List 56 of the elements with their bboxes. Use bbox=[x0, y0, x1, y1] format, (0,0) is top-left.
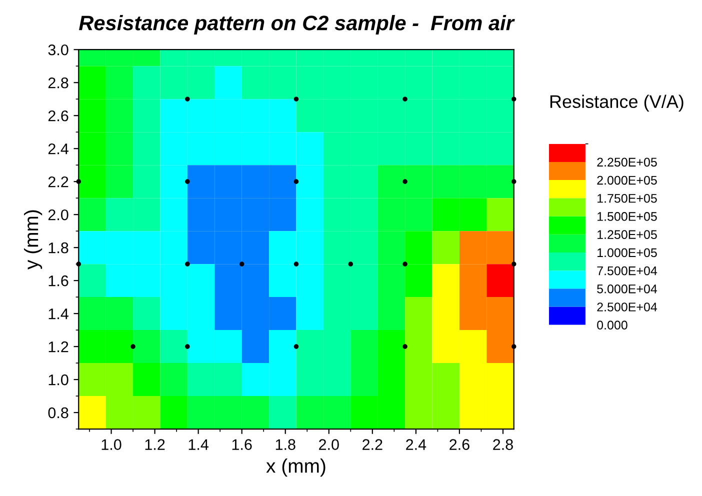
color-bar-title: Resistance (V/A) bbox=[550, 94, 684, 112]
point bbox=[239, 262, 244, 266]
y-tick-label: 2.0 bbox=[48, 209, 68, 220]
point bbox=[294, 344, 299, 349]
color-bar-label: 7.500E+04 bbox=[597, 266, 658, 276]
point bbox=[185, 96, 190, 102]
x-tick-label: 1.2 bbox=[145, 439, 165, 450]
x-tick-label: 2.0 bbox=[319, 439, 339, 450]
point bbox=[511, 344, 516, 349]
color-bar-label: 2.500E+04 bbox=[597, 302, 658, 312]
point bbox=[402, 96, 408, 102]
y-tick-label: 2.6 bbox=[48, 110, 68, 122]
y-tick-label: 3.0 bbox=[48, 44, 68, 56]
x-tick-label: 2.6 bbox=[450, 439, 470, 450]
point bbox=[185, 344, 190, 349]
color-bar-label: 1.750E+05 bbox=[598, 194, 657, 203]
y-tick-label: 1.4 bbox=[48, 308, 68, 320]
color-bar-label: 2.250E+05 bbox=[597, 158, 657, 167]
point bbox=[130, 344, 136, 349]
y-tick-label: 1.6 bbox=[48, 275, 68, 286]
x-tick-label: 1.6 bbox=[232, 439, 252, 450]
x-tick-label: 1.8 bbox=[276, 439, 296, 450]
y-tick-label: 1.0 bbox=[48, 374, 68, 386]
point bbox=[511, 262, 516, 266]
y-tick-label: 2.2 bbox=[48, 176, 68, 188]
color-bar-label: 2.000E+05 bbox=[597, 176, 657, 185]
color-bar-label: 0.000 bbox=[597, 320, 628, 330]
y-tick-label: 1.8 bbox=[48, 242, 68, 254]
point bbox=[185, 179, 190, 184]
point bbox=[402, 179, 408, 184]
x-tick-label: 2.4 bbox=[406, 439, 426, 450]
point bbox=[402, 344, 408, 349]
point bbox=[76, 179, 82, 184]
x-tick-label: 1.4 bbox=[188, 439, 208, 450]
chart-title: Resistance pattern on C2 sample - From air bbox=[78, 15, 515, 34]
y-axis-title: y (mm) bbox=[24, 210, 42, 270]
y-tick-label: 1.2 bbox=[48, 341, 68, 352]
point bbox=[294, 262, 299, 266]
x-tick-label: 1.0 bbox=[102, 439, 122, 450]
color-bar-label: 1.500E+05 bbox=[598, 212, 657, 221]
point bbox=[511, 96, 516, 102]
y-tick-label: 2.8 bbox=[48, 77, 68, 88]
color-bar-label: 1.000E+05 bbox=[598, 248, 657, 258]
x-tick-label: 2.2 bbox=[362, 439, 382, 450]
y-tick-label: 2.4 bbox=[48, 143, 68, 154]
x-tick-label: 2.8 bbox=[493, 439, 513, 450]
y-tick-label: 0.8 bbox=[48, 407, 68, 418]
point bbox=[348, 262, 354, 266]
point bbox=[294, 96, 299, 102]
color-bar-label: 1.250E+05 bbox=[598, 230, 657, 240]
point bbox=[185, 262, 190, 266]
point bbox=[294, 179, 299, 184]
point bbox=[402, 262, 408, 266]
color-bar-label: 5.000E+04 bbox=[597, 284, 658, 294]
x-axis-title: x (mm) bbox=[266, 458, 326, 477]
point bbox=[511, 179, 516, 184]
